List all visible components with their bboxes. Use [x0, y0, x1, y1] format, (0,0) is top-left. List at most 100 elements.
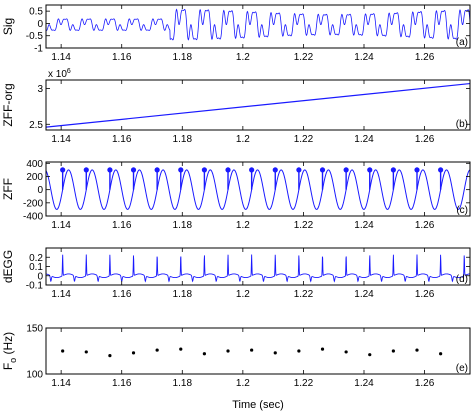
f0-point	[273, 351, 277, 355]
x-tick-label: 1.2	[236, 220, 250, 231]
x-tick-label: 1.26	[415, 52, 435, 63]
epoch-marker	[178, 167, 184, 173]
y-tick-label: 0.5	[29, 7, 43, 18]
epoch-marker	[414, 167, 420, 173]
y-tick-label: 400	[26, 159, 43, 170]
plot-area	[46, 8, 470, 41]
zff-org-line	[46, 82, 470, 128]
x-tick-label: 1.16	[112, 52, 132, 63]
epoch-marker	[390, 167, 396, 173]
x-tick-label: 1.2	[236, 134, 250, 145]
epoch-marker	[107, 167, 113, 173]
y-axis-label: ZFF	[1, 178, 15, 200]
axes-box	[45, 161, 471, 217]
epoch-marker	[130, 167, 137, 173]
x-tick-label: 1.16	[112, 378, 132, 389]
x-tick-label: 1.22	[294, 378, 314, 389]
epoch-marker	[367, 167, 373, 173]
epoch-marker	[272, 167, 278, 173]
axes-box	[45, 79, 471, 131]
f0-point	[202, 352, 206, 356]
y-tick-label: 200	[26, 172, 43, 183]
f0-point	[320, 347, 325, 351]
panel-label: (c)	[456, 205, 468, 216]
y-axis-label: Sig	[1, 18, 15, 35]
x-tick-label: 1.24	[354, 52, 374, 63]
x-tick-label: 1.2	[236, 378, 250, 389]
degg-line	[46, 254, 470, 283]
x-tick-label: 1.16	[112, 289, 132, 300]
zff-line	[46, 169, 470, 210]
x-tick-label: 1.18	[173, 134, 193, 145]
epoch-marker	[60, 167, 66, 173]
signal-line	[46, 8, 470, 41]
f0-point	[84, 350, 88, 354]
panel-label: (d)	[456, 274, 468, 285]
plot-area	[46, 254, 470, 283]
y-tick-label: 0	[37, 185, 43, 196]
y-tick-label: 0	[37, 271, 43, 282]
y-tick-label: -400	[23, 212, 43, 223]
x-tick-label: 1.24	[354, 220, 374, 231]
x-tick-label: 1.18	[173, 289, 193, 300]
f0-point	[226, 349, 230, 353]
plot-area	[46, 167, 470, 210]
x-tick-label: 1.24	[354, 134, 374, 145]
x-tick-label: 1.24	[354, 378, 374, 389]
x-tick-label: 1.26	[415, 134, 435, 145]
plot-area	[61, 347, 443, 358]
x-tick-label: 1.16	[112, 134, 132, 145]
x-tick-label: 1.18	[173, 52, 193, 63]
x-tick-label: 1.22	[294, 134, 314, 145]
panel-e: 1.14 1.16 1.18 1.2 1.22 1.24 1.26 100 150 Fo (Hz)…	[1, 324, 471, 411]
panel-d: 1.14 1.16 1.18 1.2 1.22 1.24 1.26 -0.100.10.2 dE…	[1, 247, 471, 300]
epoch-marker	[83, 167, 89, 173]
y-tick-label: -200	[23, 198, 43, 209]
f0-point	[131, 351, 136, 355]
f0-point	[415, 348, 419, 352]
x-tick-label: 1.26	[415, 289, 435, 300]
f0-point	[179, 347, 183, 351]
x-tick-label: 1.2	[236, 289, 250, 300]
panel-b: 1.14 1.16 1.18 1.2 1.22 1.24 1.26 2.5 3 ZFF-org (b…	[1, 68, 471, 145]
y-tick-label: -0.5	[26, 31, 44, 42]
f0-point	[155, 348, 159, 352]
y-tick-label: 150	[26, 324, 43, 335]
y-tick-label: -1	[34, 44, 43, 55]
panel-label: (a)	[456, 37, 468, 48]
axes-box	[45, 327, 471, 375]
panel-label: (b)	[456, 119, 468, 130]
y-axis-label: Fo (Hz)	[1, 332, 18, 370]
epoch-marker	[438, 167, 444, 173]
epoch-marker	[225, 167, 231, 173]
f0-point	[297, 349, 301, 353]
epoch-marker	[249, 167, 255, 173]
x-tick-label: 1.18	[173, 220, 193, 231]
x-tick-label: 1.14	[51, 134, 71, 145]
epoch-marker	[154, 167, 160, 173]
y-tick-label: 0.1	[29, 262, 43, 273]
panel-label: (e)	[456, 363, 468, 374]
x-tick-label: 1.18	[173, 378, 193, 389]
epoch-marker	[319, 167, 326, 173]
x-tick-label: 1.14	[51, 220, 71, 231]
panel-c: 1.14 1.16 1.18 1.2 1.22 1.24 1.26 -400 -200 0 200 4…	[1, 159, 471, 231]
f0-point	[108, 354, 112, 358]
x-tick-label: 1.26	[415, 220, 435, 231]
x-tick-label: 1.22	[294, 289, 314, 300]
x-tick-label: 1.26	[415, 378, 435, 389]
f0-point	[391, 349, 395, 353]
panel-a: 1.14 1.16 1.18 1.2 1.22 1.24 1.26 -1 -0.500.5 Sig…	[1, 4, 471, 63]
axes-box	[45, 4, 471, 49]
x-tick-label: 1.14	[51, 289, 71, 300]
y-tick-label: -0.1	[26, 281, 44, 292]
x-axis-label: Time (sec)	[232, 399, 284, 411]
x-tick-label: 1.22	[294, 220, 314, 231]
epoch-marker	[201, 167, 207, 173]
y-tick-label: 2.5	[29, 120, 43, 131]
exponent-label: x 106	[48, 68, 71, 80]
y-axis-label: ZFF-org	[1, 83, 15, 126]
x-tick-label: 1.14	[51, 378, 71, 389]
x-tick-label: 1.22	[294, 52, 314, 63]
